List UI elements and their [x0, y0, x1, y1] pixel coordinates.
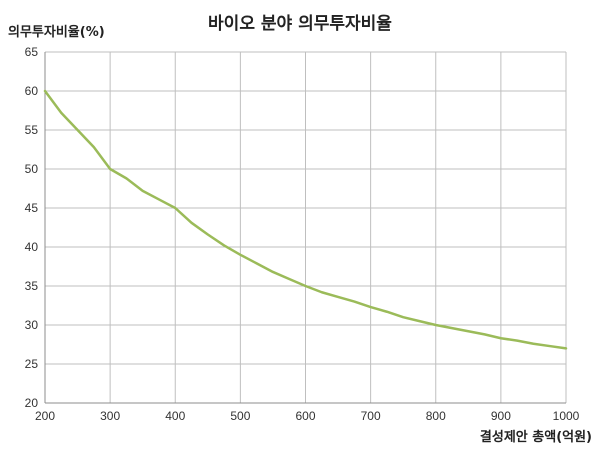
y-tick-label: 45: [25, 201, 39, 215]
x-tick-label: 400: [165, 409, 185, 423]
y-tick-label: 30: [25, 318, 39, 332]
x-tick-label: 600: [295, 409, 315, 423]
x-axis-label: 결성제안 총액(억원): [480, 429, 592, 445]
y-tick-label: 25: [25, 357, 39, 371]
y-tick-label: 65: [25, 45, 39, 59]
x-tick-label: 700: [361, 409, 381, 423]
series-line: [43, 89, 568, 350]
x-tick-label: 200: [35, 409, 55, 423]
x-tick-label: 500: [230, 409, 250, 423]
gridlines: [45, 51, 567, 403]
chart-title: 바이오 분야 의무투자비율: [208, 14, 392, 34]
y-tick-label: 60: [25, 84, 39, 98]
y-tick-label: 50: [25, 162, 39, 176]
x-tick-label: 900: [491, 409, 511, 423]
series-layer: [43, 89, 568, 350]
x-tick-label: 300: [100, 409, 120, 423]
y-tick-label: 20: [25, 396, 39, 410]
y-axis-label: 의무투자비율(%): [8, 24, 105, 40]
axes: [44, 52, 566, 404]
y-tick-label: 35: [25, 279, 39, 293]
tick-labels: 20 25 30 35 40 45 50 55 60 65 200 300 400 500 600 700 80…: [25, 45, 580, 423]
x-tick-label: 1000: [553, 409, 580, 423]
y-tick-label: 55: [25, 123, 39, 137]
x-tick-label: 800: [426, 409, 446, 423]
y-tick-label: 40: [25, 240, 39, 254]
